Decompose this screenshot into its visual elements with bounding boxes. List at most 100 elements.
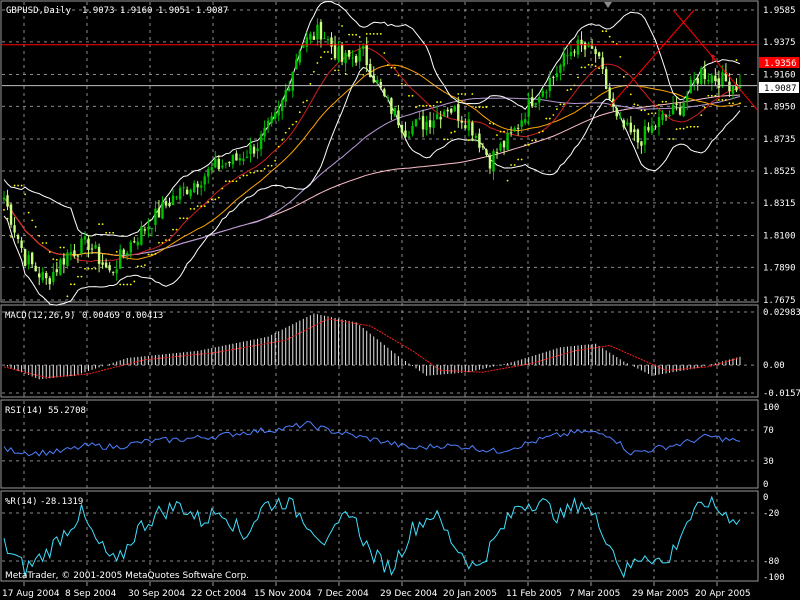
candle-bull[interactable] <box>203 176 206 185</box>
candle-bull[interactable] <box>559 65 562 73</box>
candle-bear[interactable] <box>6 195 9 207</box>
candle-bull[interactable] <box>351 57 354 59</box>
candle-bear[interactable] <box>235 153 238 161</box>
candle-bear[interactable] <box>654 126 657 128</box>
candle-bear[interactable] <box>16 235 20 240</box>
candle-bull[interactable] <box>281 100 284 112</box>
candle-bull[interactable] <box>154 208 157 225</box>
candle-bull[interactable] <box>284 90 287 102</box>
candle-bear[interactable] <box>573 51 576 53</box>
candle-bear[interactable] <box>714 75 717 81</box>
candle-bear[interactable] <box>111 271 115 273</box>
candle-bull[interactable] <box>576 39 580 55</box>
candle-bear[interactable] <box>340 45 344 62</box>
candle-bear[interactable] <box>608 87 611 99</box>
candle-bull[interactable] <box>231 154 235 165</box>
candle-bear[interactable] <box>157 208 161 218</box>
candle-bear[interactable] <box>601 57 604 70</box>
candle-bear[interactable] <box>164 201 168 206</box>
candle-bull[interactable] <box>467 119 471 131</box>
candle-bull[interactable] <box>693 80 696 83</box>
candle-bull[interactable] <box>277 109 280 116</box>
candle-bear[interactable] <box>471 122 474 136</box>
rsi-panel[interactable] <box>3 420 741 457</box>
candle-bull[interactable] <box>474 136 478 138</box>
candle-bear[interactable] <box>446 109 449 112</box>
candle-bear[interactable] <box>143 229 147 231</box>
candle-bull[interactable] <box>738 85 742 88</box>
price-panel[interactable] <box>2 0 758 306</box>
candle-bull[interactable] <box>700 68 703 84</box>
candle-bear[interactable] <box>108 265 111 271</box>
candle-bull[interactable] <box>520 120 523 127</box>
candle-bull[interactable] <box>52 271 55 282</box>
candle-bull[interactable] <box>682 102 685 117</box>
candle-bear[interactable] <box>629 122 633 133</box>
candle-bull[interactable] <box>200 185 203 188</box>
candle-bull[interactable] <box>657 117 661 127</box>
candle-bull[interactable] <box>566 55 569 57</box>
candle-bear[interactable] <box>583 42 587 50</box>
candle-bear[interactable] <box>122 249 125 255</box>
candle-bear[interactable] <box>73 250 76 257</box>
candle-bear[interactable] <box>728 81 731 92</box>
candle-bull[interactable] <box>273 112 277 119</box>
candle-bear[interactable] <box>312 36 316 40</box>
candle-bull[interactable] <box>316 24 319 40</box>
candle-bear[interactable] <box>97 247 101 264</box>
candle-bull[interactable] <box>182 187 185 189</box>
candle-bull[interactable] <box>309 33 312 40</box>
candle-bull[interactable] <box>150 227 154 229</box>
candle-bull[interactable] <box>140 226 143 245</box>
candle-bear[interactable] <box>488 155 492 169</box>
candle-bear[interactable] <box>597 52 601 57</box>
candle-bull[interactable] <box>538 96 541 103</box>
candle-bull[interactable] <box>210 167 213 171</box>
candle-bear[interactable] <box>228 161 231 164</box>
candle-bear[interactable] <box>604 69 608 89</box>
candle-bear[interactable] <box>369 64 372 78</box>
candle-bear[interactable] <box>678 107 682 115</box>
candle-bull[interactable] <box>731 85 735 94</box>
candle-bull[interactable] <box>2 197 6 200</box>
candle-bull[interactable] <box>326 39 330 41</box>
candle-bear[interactable] <box>34 265 37 272</box>
candle-bull[interactable] <box>66 252 69 266</box>
candle-bear[interactable] <box>703 68 706 80</box>
candle-bear[interactable] <box>252 146 256 154</box>
candle-bull[interactable] <box>506 132 509 150</box>
candle-bull[interactable] <box>386 97 390 99</box>
candle-bull[interactable] <box>569 52 573 56</box>
candle-bull[interactable] <box>721 72 724 86</box>
candle-bear[interactable] <box>421 116 425 130</box>
candle-bull[interactable] <box>249 145 252 154</box>
candle-bear[interactable] <box>724 72 728 82</box>
candle-bull[interactable] <box>710 75 714 83</box>
candle-bull[interactable] <box>527 98 530 117</box>
candle-bull[interactable] <box>534 102 537 105</box>
candle-bear[interactable] <box>45 273 48 279</box>
candle-bull[interactable] <box>407 136 411 138</box>
candle-bull[interactable] <box>414 119 418 127</box>
candle-bull[interactable] <box>323 38 326 40</box>
candle-bull[interactable] <box>555 73 559 78</box>
candle-bear[interactable] <box>133 241 136 243</box>
candle-bull[interactable] <box>344 52 347 64</box>
candle-bear[interactable] <box>428 120 432 128</box>
candle-bear[interactable] <box>101 262 104 265</box>
wpr-panel[interactable] <box>3 495 741 579</box>
candle-bear[interactable] <box>457 104 460 121</box>
candle-bear[interactable] <box>615 108 618 117</box>
candle-bull[interactable] <box>161 201 164 219</box>
candle-bear[interactable] <box>450 108 453 113</box>
candle-bull[interactable] <box>129 242 132 253</box>
candle-bear[interactable] <box>647 127 650 131</box>
candle-bull[interactable] <box>171 195 175 206</box>
candle-bear[interactable] <box>633 129 636 133</box>
candle-bull[interactable] <box>418 117 421 119</box>
candle-bull[interactable] <box>147 226 150 230</box>
candle-bear[interactable] <box>62 258 66 265</box>
candle-bull[interactable] <box>548 78 552 91</box>
candle-bear[interactable] <box>217 158 221 170</box>
candle-bull[interactable] <box>115 269 118 274</box>
